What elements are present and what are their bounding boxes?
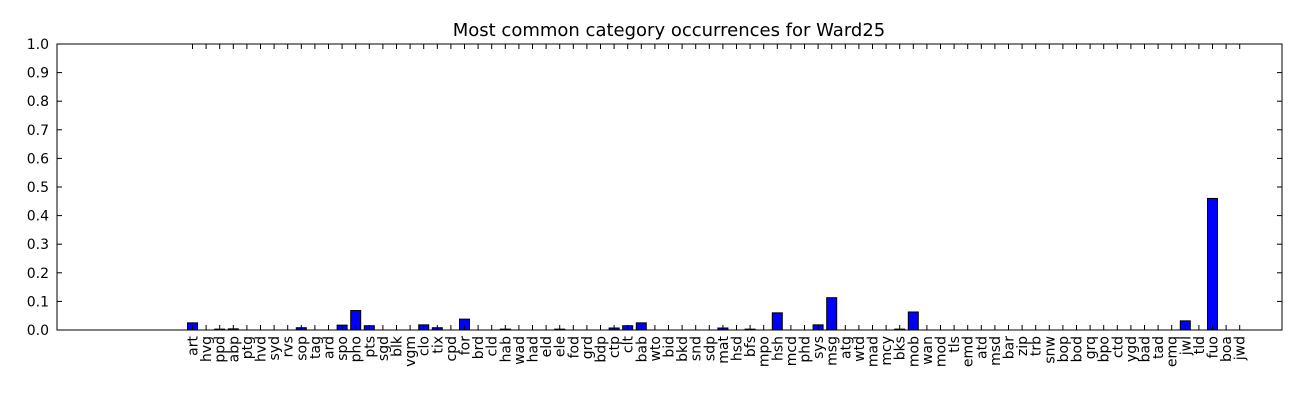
x-tick-label-wto: wto — [648, 336, 664, 362]
x-tick-label-bks: bks — [893, 336, 909, 360]
x-tick-label-vgm: vgm — [403, 336, 419, 367]
x-tick-label-brd: brd — [471, 336, 487, 359]
x-tick-label-wan: wan — [920, 336, 936, 365]
x-tick-label-snd: snd — [689, 336, 705, 361]
y-tick-label: 1.0 — [27, 37, 49, 53]
x-tick-label-grd: grd — [580, 336, 596, 359]
y-tick-label: 0.6 — [27, 151, 49, 167]
x-tick-label-cld: cld — [485, 336, 501, 356]
x-tick-label-hsh: hsh — [770, 336, 786, 361]
x-tick-label-ele: ele — [553, 336, 569, 357]
x-tick-label-atd: atd — [974, 336, 990, 359]
x-tick-label-bab: bab — [634, 336, 650, 362]
y-tick-label: 0.4 — [27, 209, 49, 225]
y-tick-label: 0.8 — [27, 94, 49, 110]
x-tick-label-atg: atg — [838, 336, 854, 359]
x-tick-label-rvs: rvs — [281, 336, 297, 357]
x-tick-label-bod: bod — [1070, 336, 1086, 362]
x-tick-label-pts: pts — [362, 336, 378, 358]
x-tick-label-msg: msg — [825, 336, 841, 366]
x-tick-label-clt: clt — [621, 335, 637, 353]
x-tick-label-hvd: hvd — [254, 336, 270, 362]
x-tick-label-for: for — [458, 336, 474, 355]
x-tick-label-hsd: hsd — [730, 336, 746, 361]
x-tick-label-tls: tls — [947, 336, 963, 353]
x-tick-label-sys: sys — [811, 336, 827, 359]
x-tick-label-ctd: ctd — [1110, 336, 1126, 358]
x-tick-label-mat: mat — [716, 336, 732, 364]
x-tick-label-wad: wad — [512, 336, 528, 365]
x-tick-label-phd: phd — [798, 336, 814, 363]
bars-group — [187, 197, 1218, 331]
x-tick-label-ptg: ptg — [240, 336, 256, 359]
x-tick-label-bkd: bkd — [675, 336, 691, 362]
x-tick-label-bad: bad — [1138, 336, 1154, 362]
x-tick-label-tix: tix — [430, 336, 446, 354]
x-tick-label-zip: zip — [1015, 336, 1031, 356]
x-tick-label-bop: bop — [1056, 336, 1072, 362]
x-tick-label-mod: mod — [934, 336, 950, 367]
y-tick-label: 0.1 — [27, 294, 49, 310]
x-tick-label-clo: clo — [417, 336, 433, 356]
x-tick-label-art: art — [186, 335, 202, 355]
y-tick-label: 0.9 — [27, 66, 49, 82]
x-tick-label-emq: emq — [1165, 336, 1181, 367]
x-tick-label-mob: mob — [906, 336, 922, 367]
x-tick-label-ygd: ygd — [1124, 336, 1140, 362]
x-tick-label-spo: spo — [335, 336, 351, 361]
plot-frame — [56, 43, 1283, 331]
y-tick-label: 0.0 — [27, 323, 49, 339]
x-tick-label-jwl: jwl — [1178, 336, 1194, 356]
x-tick-label-mad: mad — [866, 336, 882, 367]
y-tick-label: 0.3 — [27, 237, 49, 253]
y-tick-label: 0.7 — [27, 123, 49, 139]
x-tick-label-snw: snw — [1042, 336, 1058, 364]
x-tick-label-blk: blk — [390, 335, 406, 357]
y-tick-label: 0.5 — [27, 180, 49, 196]
x-tick-label-bpo: bpo — [1097, 336, 1113, 362]
x-tick-label-grq: grq — [1083, 336, 1099, 359]
x-tick-label-ppd: ppd — [213, 336, 229, 363]
x-tick-label-msd: msd — [988, 336, 1004, 366]
x-tick-label-tag: tag — [308, 336, 324, 359]
x-tick-label-mcy: mcy — [879, 336, 895, 366]
x-tick-label-bar: bar — [1002, 336, 1018, 359]
x-tick-label-mpo: mpo — [757, 336, 773, 367]
x-tick-label-abp: abp — [226, 336, 242, 362]
x-tick-label-emd: emd — [961, 336, 977, 367]
y-axis: 0.0 0.1 0.2 0.3 0.4 0.5 0.6 0.7 0.8 0.9 1.0 — [27, 37, 1282, 339]
x-tick-label-bfs: bfs — [743, 336, 759, 357]
x-tick-label-trb: trb — [1029, 336, 1045, 356]
x-tick-label-tld: tld — [1192, 336, 1208, 354]
x-tick-label-syd: syd — [267, 336, 283, 360]
x-tick-label-ctp: ctp — [607, 336, 623, 358]
x-tick-label-ard: ard — [322, 336, 338, 359]
x-tick-label-mcd: mcd — [784, 336, 800, 366]
bar-fuo — [1207, 197, 1218, 331]
chart-title: Most common category occurrences for War… — [453, 20, 886, 41]
x-tick-label-boa: boa — [1219, 336, 1235, 362]
x-axis: arthvgppdabpptghvdsydrvssoptagardspophop… — [186, 44, 1249, 367]
x-tick-label-bid: bid — [662, 336, 678, 358]
x-tick-label-hvg: hvg — [199, 336, 215, 362]
y-tick-label: 0.2 — [27, 266, 49, 282]
x-tick-label-fod: fod — [566, 336, 582, 358]
x-tick-label-jwd: jwd — [1233, 336, 1249, 361]
x-tick-label-sop: sop — [294, 336, 310, 361]
x-tick-label-pho: pho — [349, 336, 365, 362]
x-tick-label-wtd: wtd — [852, 336, 868, 362]
x-tick-label-sdp: sdp — [702, 336, 718, 361]
x-tick-label-bdp: bdp — [594, 336, 610, 363]
x-tick-label-tad: tad — [1151, 336, 1167, 359]
x-tick-label-eld: eld — [539, 336, 555, 357]
x-tick-label-had: had — [526, 336, 542, 362]
x-tick-label-cpd: cpd — [444, 336, 460, 361]
x-tick-label-fuo: fuo — [1206, 336, 1222, 358]
x-tick-label-sgd: sgd — [376, 336, 392, 361]
x-tick-label-hab: hab — [498, 336, 514, 362]
